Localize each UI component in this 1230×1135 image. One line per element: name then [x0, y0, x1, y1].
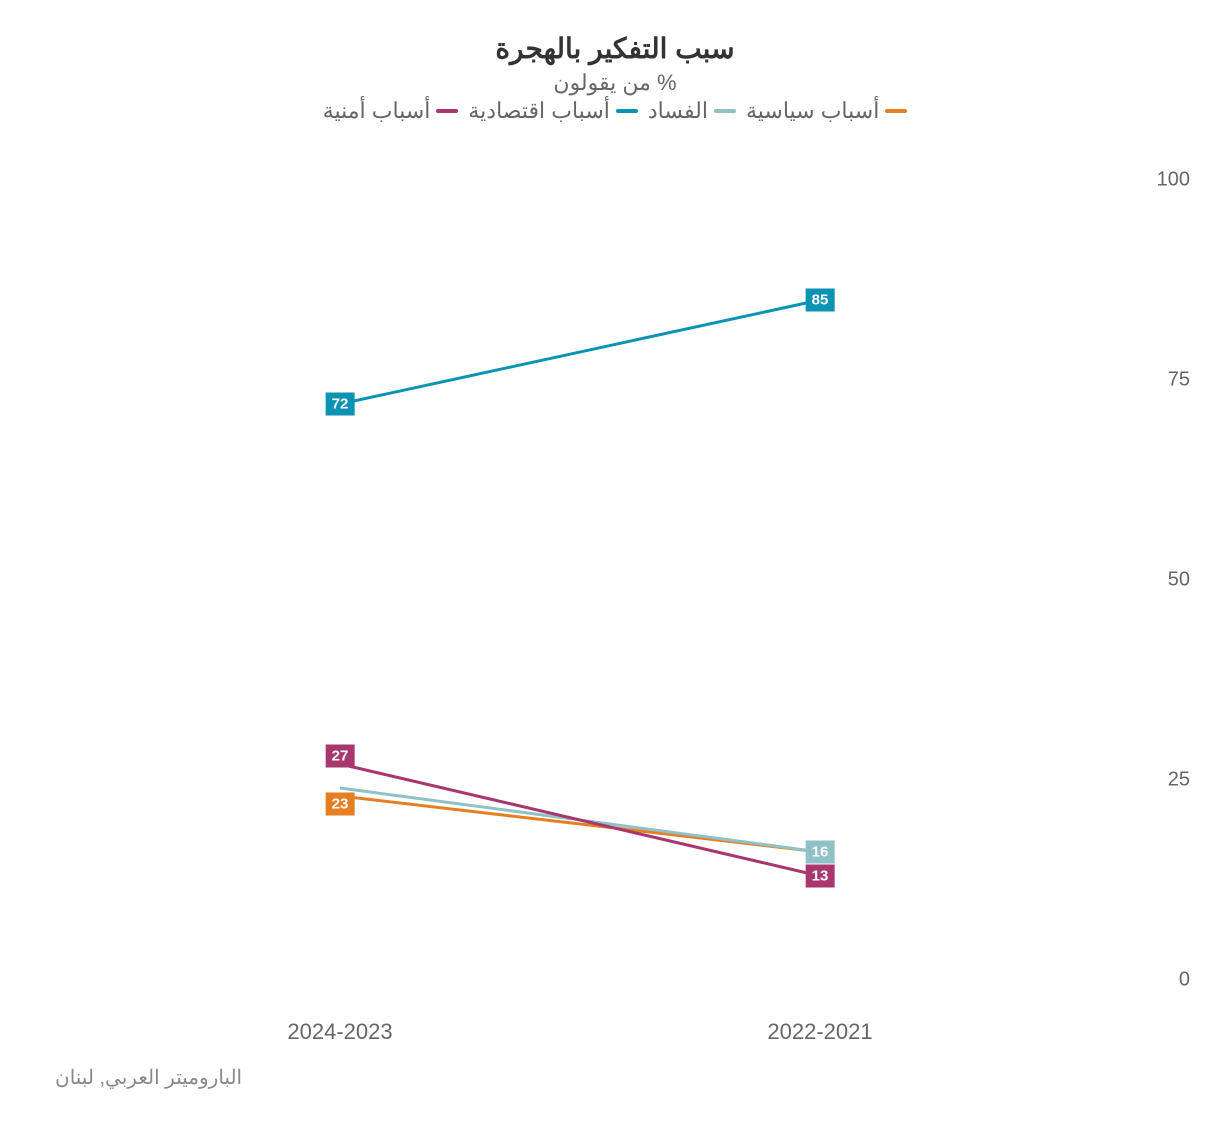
data-point-label: 13	[806, 865, 835, 888]
legend-label: أسباب سياسية	[746, 98, 879, 124]
data-point-label: 27	[326, 745, 355, 768]
chart-footnote: الباروميتر العربي, لبنان	[55, 1065, 242, 1090]
legend-item: أسباب اقتصادية	[468, 98, 637, 124]
data-point-label: 16	[806, 841, 835, 864]
legend-item: أسباب سياسية	[746, 98, 907, 124]
legend-swatch	[714, 109, 736, 113]
x-axis-tick: 2022-2021	[767, 1019, 872, 1045]
y-axis-tick: 75	[1168, 369, 1190, 392]
legend-label: أسباب أمنية	[323, 98, 431, 124]
series-line	[340, 300, 820, 404]
legend-swatch	[885, 109, 907, 113]
plot-svg	[120, 180, 1120, 980]
chart-legend: أسباب سياسية الفساد أسباب اقتصادية أسباب أم…	[0, 98, 1230, 124]
legend-swatch	[436, 109, 458, 113]
y-axis-tick: 0	[1179, 969, 1190, 992]
chart-subtitle: % من يقولون	[0, 70, 1230, 96]
y-axis-tick: 25	[1168, 769, 1190, 792]
data-point-label: 85	[806, 289, 835, 312]
legend-label: أسباب اقتصادية	[468, 98, 609, 124]
legend-swatch	[616, 109, 638, 113]
y-axis-tick: 100	[1157, 169, 1190, 192]
data-point-label: 72	[326, 393, 355, 416]
chart-title: سبب التفكير بالهجرة	[0, 32, 1230, 65]
data-point-label: 23	[326, 793, 355, 816]
legend-item: أسباب أمنية	[323, 98, 459, 124]
chart-container: سبب التفكير بالهجرة % من يقولون أسباب سي…	[0, 0, 1230, 1135]
series-line	[340, 764, 820, 876]
legend-item: الفساد	[648, 98, 736, 124]
x-axis-tick: 2024-2023	[287, 1019, 392, 1045]
plot-area: 02550751002022-20212024-2023231685721327	[120, 180, 1120, 980]
y-axis-tick: 50	[1168, 569, 1190, 592]
legend-label: الفساد	[648, 98, 708, 124]
